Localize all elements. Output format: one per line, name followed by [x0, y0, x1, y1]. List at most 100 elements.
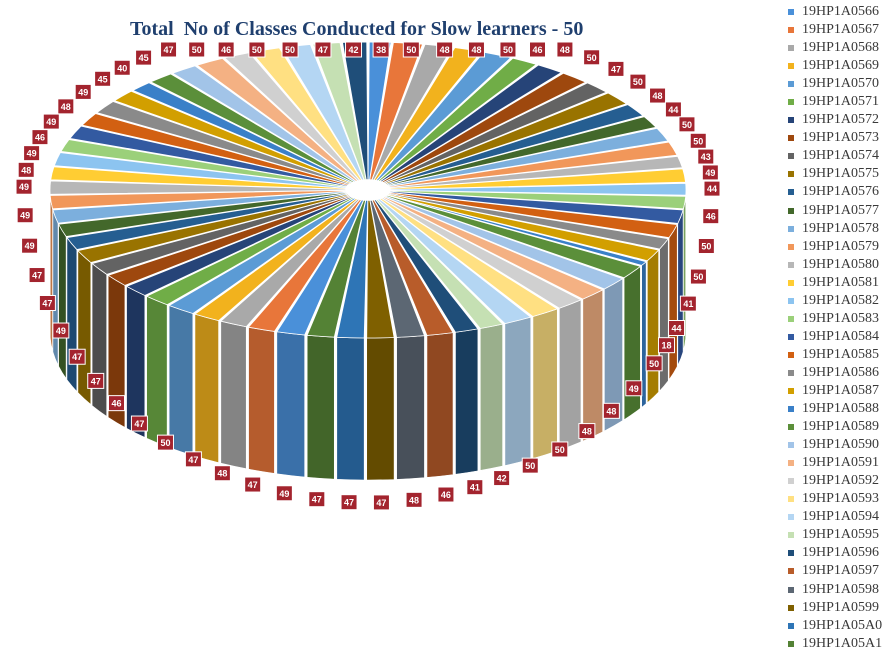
legend-entry: 19HP1A0577	[784, 202, 895, 220]
legend-swatch	[788, 315, 794, 322]
data-label-16: 49	[701, 164, 719, 181]
data-label-box	[68, 348, 86, 365]
data-label-box	[602, 402, 620, 419]
data-label-text: 46	[111, 399, 121, 409]
legend-swatch	[788, 153, 794, 160]
slice-top-36	[306, 199, 367, 338]
data-label-box	[308, 491, 326, 508]
data-label-27: 48	[578, 423, 596, 440]
data-label-47: 47	[38, 295, 56, 312]
data-label-box	[15, 178, 33, 195]
legend-entry: 19HP1A0585	[784, 346, 895, 364]
legend-label: 19HP1A0585	[802, 346, 880, 362]
data-label-text: 47	[32, 271, 42, 281]
slice-side-26	[582, 289, 603, 442]
data-label-text: 46	[441, 490, 451, 500]
data-label-30: 42	[493, 470, 511, 487]
legend-entry: 19HP1A0584	[784, 328, 895, 346]
data-label-box	[645, 355, 663, 372]
data-label-text: 42	[497, 474, 507, 484]
slice-side-41	[168, 305, 194, 456]
legend-swatch	[788, 622, 794, 629]
legend-entry: 19HP1A0582	[784, 292, 895, 310]
data-label-box	[94, 70, 112, 87]
data-label-22: 44	[668, 319, 686, 336]
legend-swatch	[788, 135, 794, 142]
data-label-8: 50	[583, 49, 601, 66]
slice-top-9	[382, 82, 608, 184]
data-label-65: 50	[281, 41, 299, 58]
data-label-text: 49	[56, 326, 66, 336]
legend-entry: 19HP1A0568	[784, 39, 895, 57]
slice-top-57	[96, 101, 352, 186]
slice-side-38	[248, 326, 275, 474]
data-label-box	[340, 494, 358, 511]
legend-entry: 19HP1A0570	[784, 75, 895, 93]
data-label-text: 50	[633, 77, 643, 87]
data-label-box	[188, 41, 206, 58]
data-label-10: 50	[629, 73, 647, 90]
data-label-52: 48	[17, 161, 35, 178]
slice-top-30	[375, 198, 504, 329]
data-label-text: 42	[349, 45, 359, 55]
slice-top-60	[149, 73, 356, 183]
slice-top-53	[53, 152, 348, 189]
data-label-box	[697, 238, 715, 255]
data-label-text: 48	[61, 102, 71, 112]
data-label-49: 49	[21, 237, 39, 254]
data-label-38: 47	[244, 476, 262, 493]
data-label-42: 47	[130, 415, 148, 432]
data-label-text: 38	[376, 45, 386, 55]
legend-swatch	[788, 225, 794, 232]
slice-side-27	[559, 299, 582, 451]
data-label-box	[281, 41, 299, 58]
data-label-box	[697, 148, 715, 165]
legend-swatch	[788, 532, 794, 539]
legend-entry: 19HP1A0567	[784, 21, 895, 39]
slice-side-42	[146, 295, 168, 448]
data-label-text: 41	[470, 483, 480, 493]
data-label-box	[664, 101, 682, 118]
data-label-text: 47	[318, 45, 328, 55]
data-label-box	[17, 161, 35, 178]
data-label-box	[184, 451, 202, 468]
slice-side-30	[479, 323, 503, 471]
slice-top-62	[196, 57, 359, 182]
data-label-29: 50	[521, 457, 539, 474]
data-label-7: 48	[556, 41, 574, 58]
slice-top-29	[376, 198, 532, 325]
data-label-text: 49	[46, 117, 56, 127]
data-label-box	[607, 60, 625, 77]
data-label-46: 49	[52, 322, 70, 339]
slice-side-20	[668, 224, 678, 381]
data-label-14: 50	[689, 132, 707, 149]
data-label-box	[436, 41, 454, 58]
data-label-25: 49	[625, 380, 643, 397]
data-label-box	[437, 486, 455, 503]
data-label-text: 49	[629, 384, 639, 394]
data-label-text: 47	[376, 498, 386, 508]
slice-side-43	[126, 285, 146, 438]
data-label-box	[499, 41, 517, 58]
slice-top-6	[377, 57, 538, 182]
legend-swatch	[788, 207, 794, 214]
legend-entry: 19HP1A0576	[784, 183, 895, 201]
data-label-text: 50	[406, 45, 416, 55]
legend-label: 19HP1A0566	[802, 4, 880, 19]
legend-swatch	[788, 297, 794, 304]
data-label-text: 41	[683, 299, 693, 309]
legend-entry: 19HP1A0597	[784, 562, 895, 580]
data-label-5: 50	[499, 41, 517, 58]
data-label-64: 50	[248, 41, 266, 58]
slice-top-50	[49, 189, 347, 210]
chart-legend: 19HP1A0566 19HP1A0567 19HP1A0568 19HP1A0569…	[784, 3, 895, 653]
data-label-text: 49	[25, 241, 35, 251]
data-label-box	[113, 59, 131, 76]
slice-top-54	[60, 139, 348, 188]
legend-swatch	[788, 640, 794, 647]
legend-entry: 19HP1A0587	[784, 382, 895, 400]
slice-side-34	[366, 337, 395, 481]
data-label-text: 47	[611, 64, 621, 74]
data-label-text: 45	[98, 74, 108, 84]
slice-top-44	[107, 195, 352, 286]
